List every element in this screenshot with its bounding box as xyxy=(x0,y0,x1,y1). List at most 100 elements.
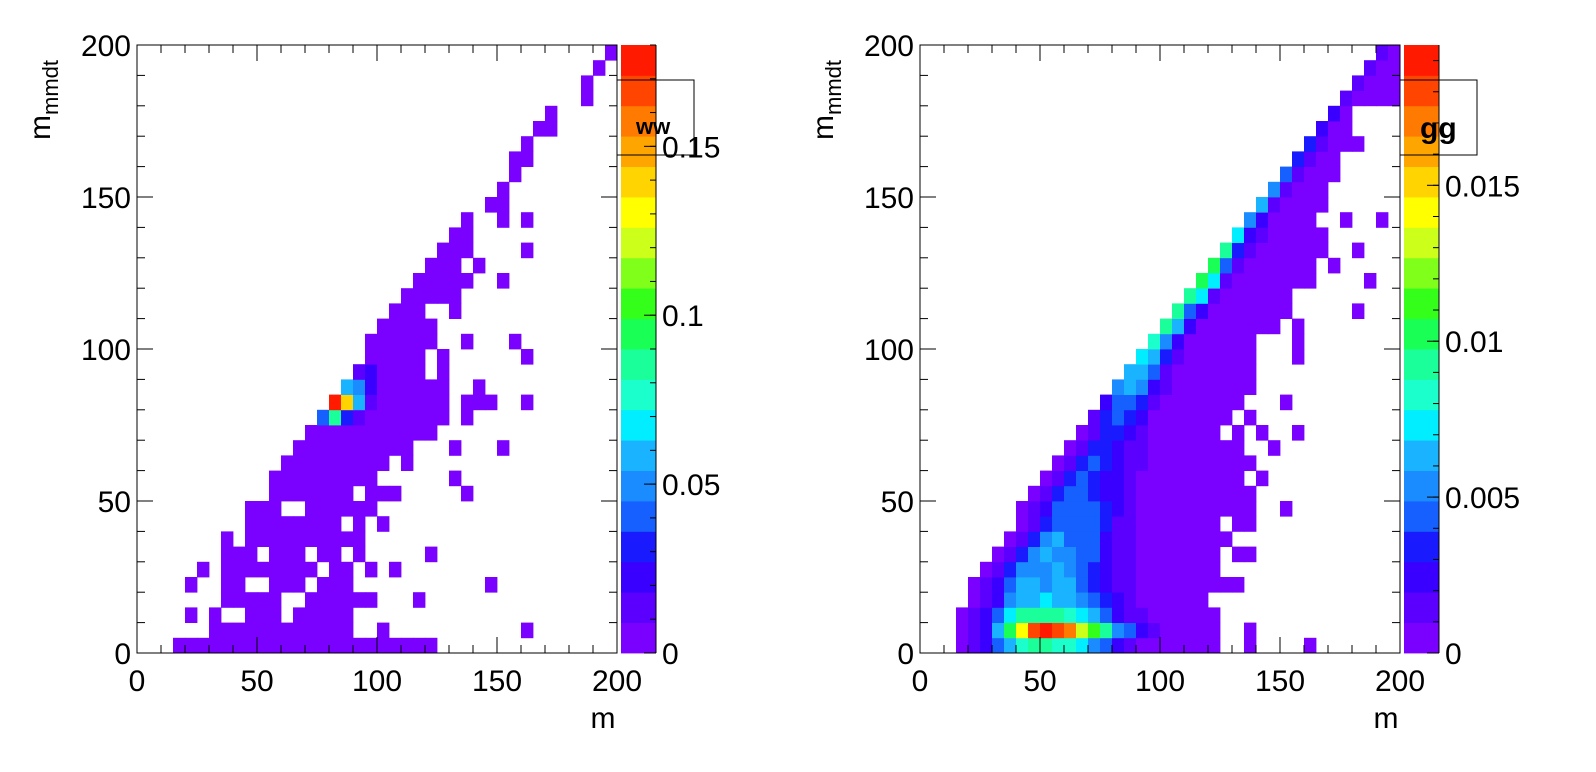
heatmap-cell xyxy=(1196,561,1209,578)
heatmap-cell xyxy=(1112,637,1125,654)
heatmap-cell xyxy=(269,501,282,517)
heatmap-cell xyxy=(413,394,426,411)
heatmap-cell xyxy=(365,561,378,578)
heatmap-cell xyxy=(281,455,294,471)
heatmap-cell xyxy=(1028,607,1041,623)
heatmap-cell xyxy=(1208,546,1221,563)
heatmap-cell xyxy=(317,531,330,547)
heatmap-cell xyxy=(1112,622,1125,639)
heatmap-cell xyxy=(305,607,318,623)
heatmap-cell xyxy=(293,622,306,639)
color-scale-segment xyxy=(621,531,656,563)
color-scale-segment xyxy=(621,166,656,198)
heatmap-cell xyxy=(1136,592,1149,608)
heatmap-cell xyxy=(1148,561,1161,578)
heatmap-cell xyxy=(1340,136,1353,152)
y-axis-label-sub: mmdt xyxy=(821,60,846,115)
heatmap-cell xyxy=(1100,440,1113,456)
heatmap-cell xyxy=(1136,349,1149,365)
heatmap-cell xyxy=(1112,394,1125,411)
heatmap-cell xyxy=(1136,637,1149,654)
heatmap-cell xyxy=(1052,485,1065,502)
heatmap-cell xyxy=(1148,607,1161,623)
heatmap-cell xyxy=(1328,257,1341,274)
heatmap-cell xyxy=(980,592,993,608)
heatmap-cell xyxy=(425,546,438,563)
heatmap-cell xyxy=(1100,516,1113,532)
heatmap-cell xyxy=(1376,45,1389,61)
heatmap-cell xyxy=(341,485,354,502)
heatmap-cell xyxy=(1076,607,1089,623)
heatmap-cell xyxy=(1088,455,1101,471)
heatmap-cell xyxy=(1364,90,1377,107)
heatmap-cell xyxy=(1052,501,1065,517)
heatmap-cell xyxy=(437,242,450,259)
heatmap-cell xyxy=(1220,333,1233,350)
color-scale-segment xyxy=(621,561,656,593)
heatmap-cell xyxy=(1184,364,1197,380)
heatmap-cell xyxy=(293,637,306,654)
heatmap-cell xyxy=(389,318,402,335)
color-scale-segment xyxy=(621,470,656,502)
color-scale-segment xyxy=(621,105,656,137)
heatmap-cell xyxy=(413,425,426,441)
heatmap-cell xyxy=(1376,212,1389,228)
heatmap-cell xyxy=(1292,242,1305,259)
heatmap-cell xyxy=(1016,516,1029,532)
heatmap-cell xyxy=(956,607,969,623)
heatmap-cell xyxy=(1304,273,1317,289)
heatmap-cell xyxy=(1244,227,1257,243)
heatmap-cell xyxy=(1316,242,1329,259)
heatmap-cell xyxy=(1076,440,1089,456)
heatmap-cell xyxy=(269,622,282,639)
heatmap-cell xyxy=(401,425,414,441)
heatmap-cell xyxy=(437,364,450,380)
heatmap-cell xyxy=(1196,607,1209,623)
heatmap-cell xyxy=(1136,577,1149,593)
heatmap-cell xyxy=(1232,318,1245,335)
heatmap-cell xyxy=(305,501,318,517)
heatmap-cell xyxy=(317,622,330,639)
heatmap-cell xyxy=(956,622,969,639)
heatmap-cell xyxy=(1196,501,1209,517)
heatmap-cell xyxy=(1196,379,1209,395)
sample-label-box: ww xyxy=(616,79,695,156)
heatmap-cell xyxy=(1256,425,1269,441)
color-scale-segment xyxy=(621,622,656,654)
heatmap-cell xyxy=(401,409,414,426)
heatmap-cell xyxy=(1088,546,1101,563)
heatmap-cell xyxy=(1112,531,1125,547)
heatmap-cell xyxy=(305,440,318,456)
heatmap-cell xyxy=(1304,242,1317,259)
heatmap-cell xyxy=(1340,90,1353,107)
heatmap-cell xyxy=(1100,546,1113,563)
heatmap-cell xyxy=(1136,425,1149,441)
heatmap-cell xyxy=(1100,622,1113,639)
heatmap-cell xyxy=(1292,197,1305,213)
heatmap-cell xyxy=(497,440,510,456)
color-scale-ticks: 0 0.05 0.1 0.15 xyxy=(644,44,720,671)
heatmap-cell xyxy=(401,455,414,471)
heatmap-cell xyxy=(1280,181,1293,198)
heatmap-cell xyxy=(1100,561,1113,578)
y-tick-label: 200 xyxy=(864,30,914,63)
color-scale-segment xyxy=(1404,257,1439,289)
heatmap-cell xyxy=(1052,577,1065,593)
heatmap-cell xyxy=(1388,60,1401,76)
heatmap-cell xyxy=(1064,455,1077,471)
heatmap-cell xyxy=(1268,440,1281,456)
color-scale-segment xyxy=(621,440,656,471)
heatmap-cell xyxy=(1088,577,1101,593)
heatmap-cell xyxy=(1244,622,1257,639)
color-scale-segment xyxy=(1404,592,1439,623)
heatmap-cell xyxy=(1292,227,1305,243)
heatmap-cell xyxy=(1268,212,1281,228)
heatmap-cell xyxy=(1124,531,1137,547)
heatmap-cell xyxy=(1028,592,1041,608)
heatmap-cell xyxy=(1268,273,1281,289)
heatmap-cell xyxy=(1136,379,1149,395)
heatmap-cell xyxy=(1256,242,1269,259)
heatmap-cell xyxy=(1148,485,1161,502)
heatmap-cell xyxy=(1172,470,1185,487)
heatmap-cell xyxy=(1136,516,1149,532)
